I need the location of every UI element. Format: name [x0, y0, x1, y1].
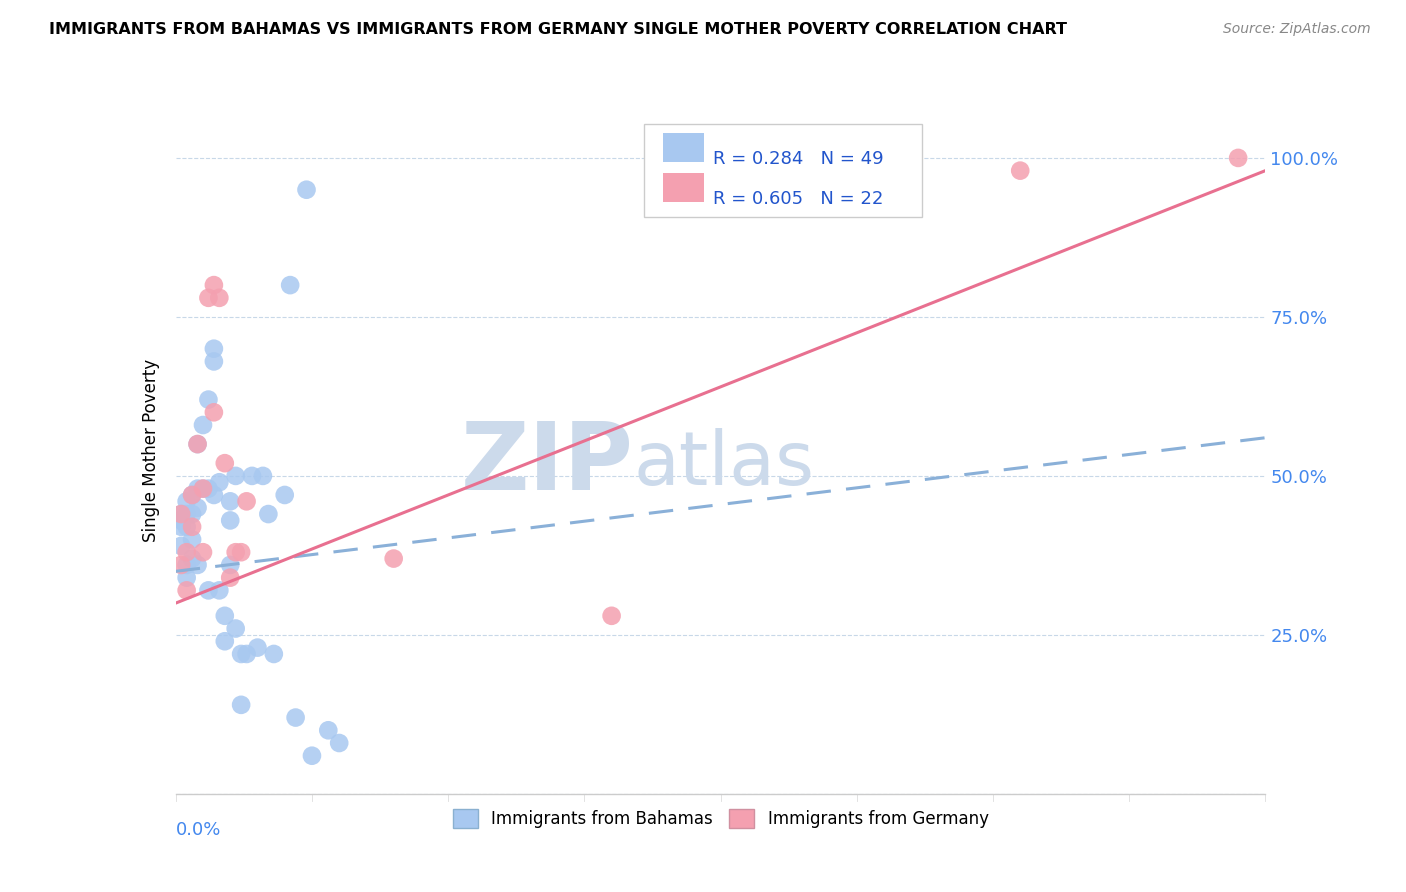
Point — [219, 494, 242, 508]
Point — [170, 507, 193, 521]
Point — [318, 723, 340, 738]
Point — [231, 698, 253, 712]
Point — [263, 647, 285, 661]
Point — [208, 475, 231, 490]
Point — [197, 291, 219, 305]
Point — [181, 488, 204, 502]
Point — [214, 608, 236, 623]
Text: atlas: atlas — [633, 427, 814, 500]
Point — [181, 507, 204, 521]
Point — [170, 520, 193, 534]
Point — [191, 482, 214, 496]
Point — [176, 558, 198, 572]
Point — [235, 647, 257, 661]
Point — [191, 545, 214, 559]
Point — [191, 417, 214, 432]
Point — [202, 342, 225, 356]
Y-axis label: Single Mother Poverty: Single Mother Poverty — [142, 359, 160, 542]
Legend: Immigrants from Bahamas, Immigrants from Germany: Immigrants from Bahamas, Immigrants from… — [446, 803, 995, 835]
Point — [186, 500, 209, 515]
Point — [186, 437, 209, 451]
Point — [231, 545, 253, 559]
Point — [186, 558, 209, 572]
Point — [176, 583, 198, 598]
Point — [214, 456, 236, 470]
Point — [225, 545, 247, 559]
Point — [219, 558, 242, 572]
Point — [1010, 163, 1032, 178]
Point — [600, 608, 623, 623]
Point — [181, 533, 204, 547]
Text: R = 0.605   N = 22: R = 0.605 N = 22 — [713, 190, 883, 209]
Point — [191, 482, 214, 496]
Point — [219, 571, 242, 585]
Text: 0.0%: 0.0% — [176, 822, 221, 839]
Point — [240, 469, 263, 483]
Point — [208, 583, 231, 598]
Point — [197, 392, 219, 407]
Point — [214, 634, 236, 648]
Point — [170, 558, 193, 572]
Text: ZIP: ZIP — [461, 418, 633, 510]
Point — [274, 488, 297, 502]
Point — [170, 513, 193, 527]
Point — [252, 469, 274, 483]
Point — [1227, 151, 1250, 165]
Point — [208, 291, 231, 305]
Bar — [662, 173, 704, 202]
Point — [284, 710, 307, 724]
Point — [176, 520, 198, 534]
Point — [246, 640, 269, 655]
Point — [235, 494, 257, 508]
Point — [202, 405, 225, 419]
Point — [202, 278, 225, 293]
Point — [382, 551, 405, 566]
Point — [219, 513, 242, 527]
Point — [176, 494, 198, 508]
Bar — [662, 133, 704, 162]
Point — [170, 507, 193, 521]
Point — [186, 482, 209, 496]
Point — [225, 622, 247, 636]
Text: R = 0.284   N = 49: R = 0.284 N = 49 — [713, 150, 883, 168]
Point — [181, 520, 204, 534]
Point — [278, 278, 301, 293]
Point — [225, 469, 247, 483]
Point — [231, 647, 253, 661]
Point — [197, 482, 219, 496]
Text: Source: ZipAtlas.com: Source: ZipAtlas.com — [1223, 22, 1371, 37]
Point — [176, 571, 198, 585]
Point — [176, 545, 198, 559]
Point — [186, 437, 209, 451]
Point — [301, 748, 323, 763]
Point — [202, 354, 225, 368]
Point — [170, 539, 193, 553]
Point — [328, 736, 350, 750]
Point — [181, 551, 204, 566]
Point — [257, 507, 280, 521]
Text: IMMIGRANTS FROM BAHAMAS VS IMMIGRANTS FROM GERMANY SINGLE MOTHER POVERTY CORRELA: IMMIGRANTS FROM BAHAMAS VS IMMIGRANTS FR… — [49, 22, 1067, 37]
Point — [295, 183, 318, 197]
FancyBboxPatch shape — [644, 124, 922, 217]
Point — [202, 488, 225, 502]
Point — [197, 583, 219, 598]
Point — [176, 507, 198, 521]
Point — [181, 488, 204, 502]
